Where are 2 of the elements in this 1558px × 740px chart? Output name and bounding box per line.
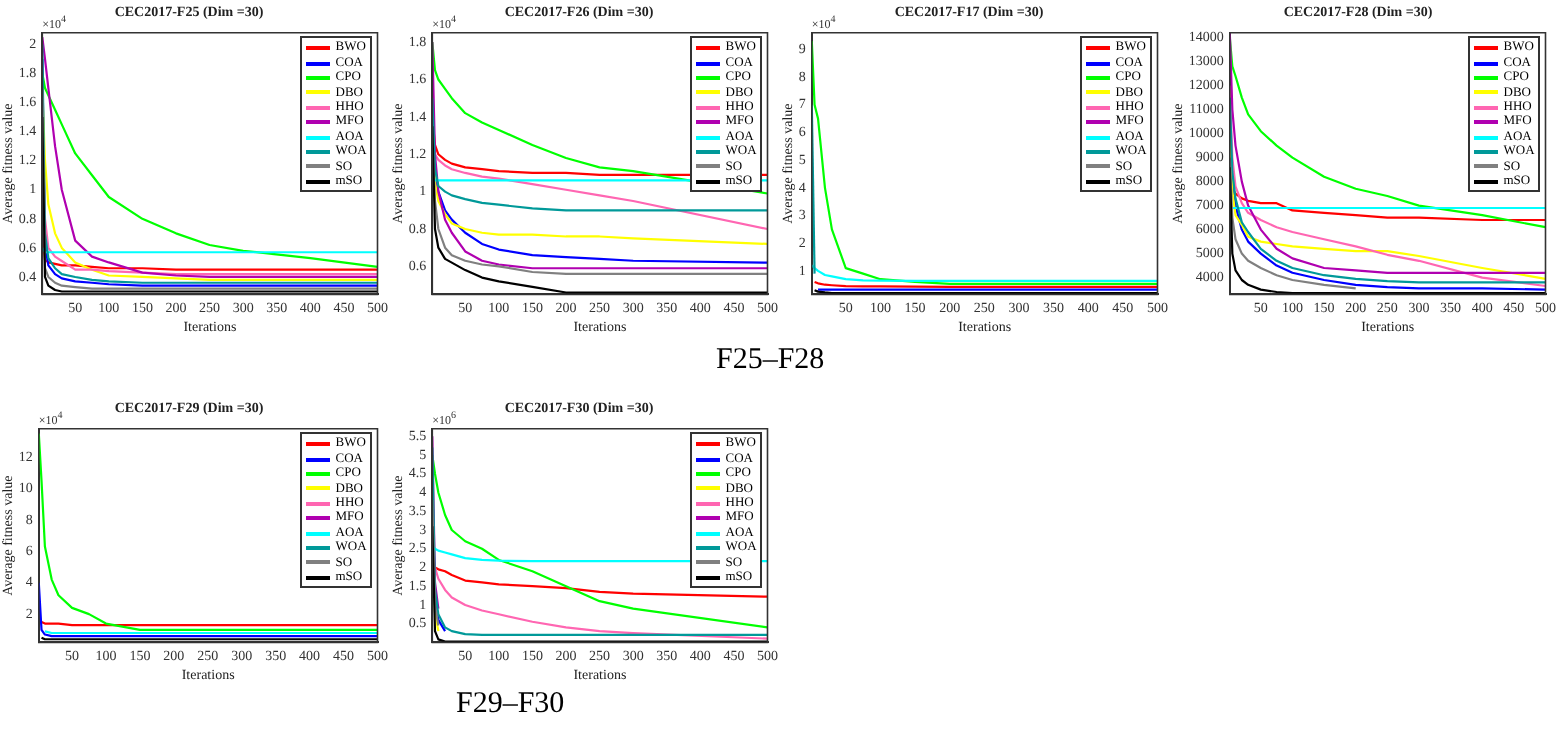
text: F25–F28 xyxy=(716,344,825,378)
text: F29–F30 xyxy=(456,688,565,722)
